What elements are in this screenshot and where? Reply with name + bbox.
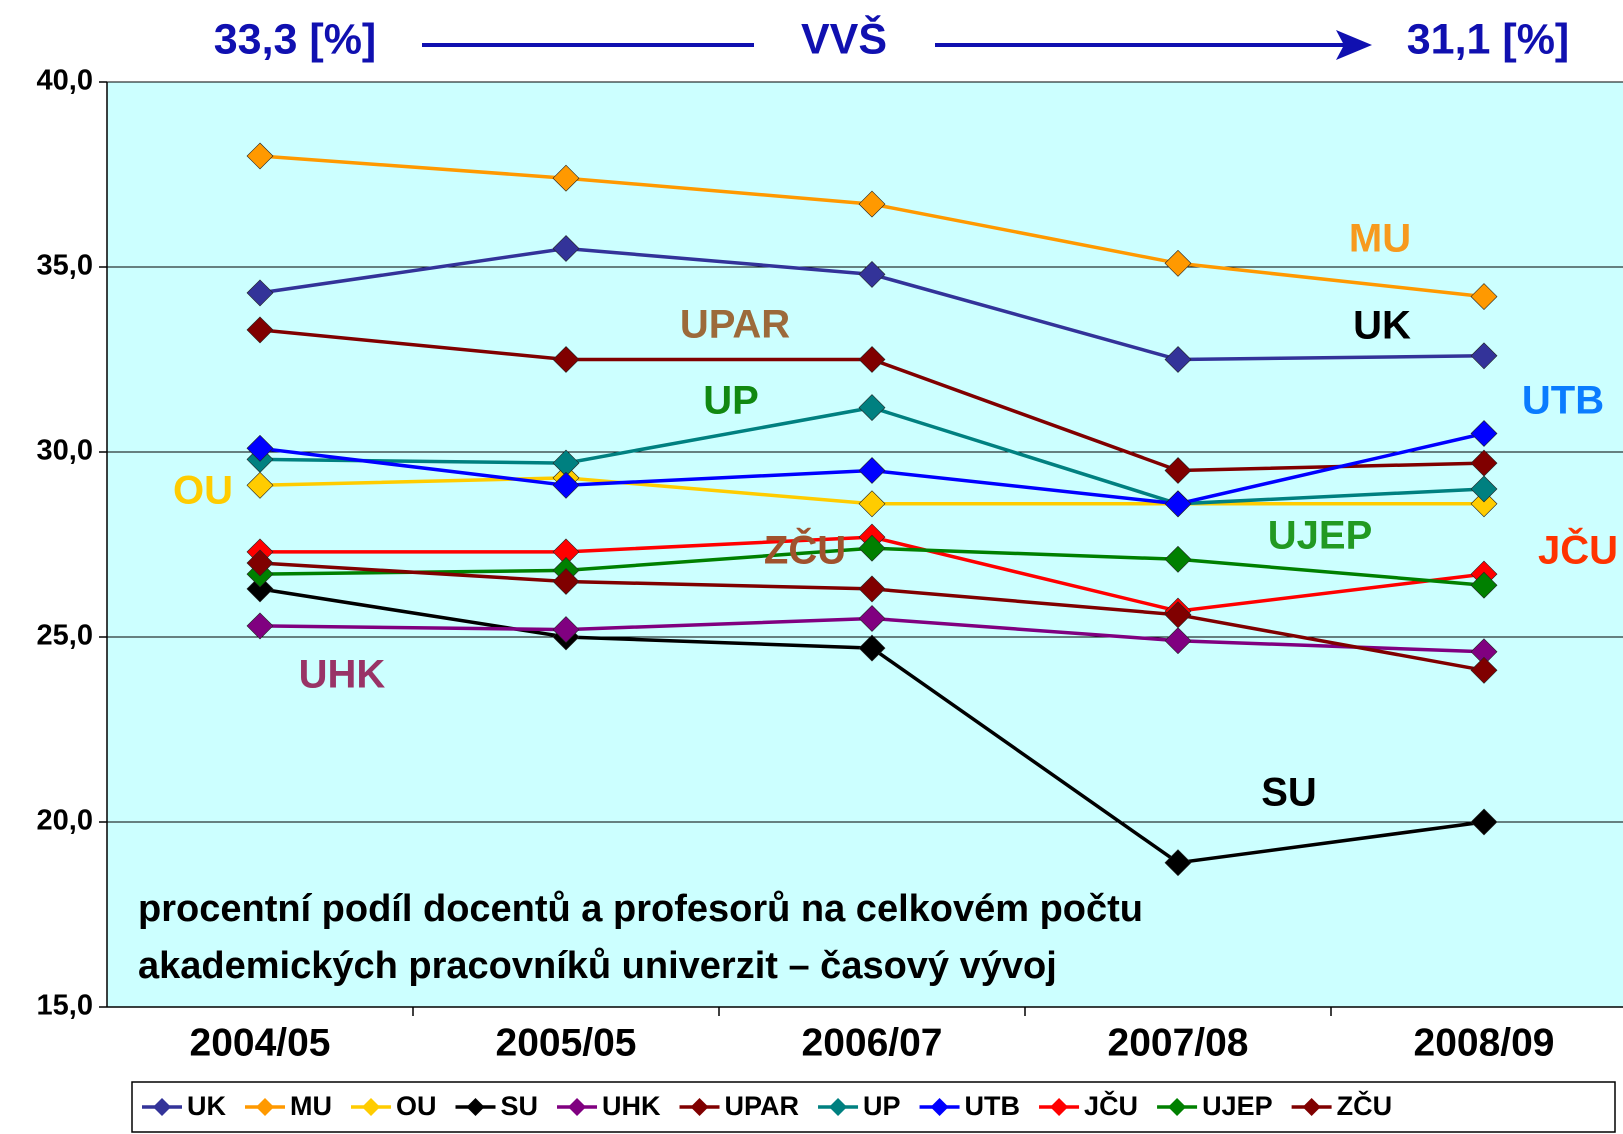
marker: [246, 612, 274, 640]
legend-marker: [829, 1098, 848, 1116]
series-annotation: UHK: [299, 653, 386, 697]
marker: [1164, 601, 1192, 629]
series-annotation: UTB: [1522, 379, 1604, 423]
y-tick-label: 30,0: [37, 435, 93, 467]
legend-marker: [568, 1098, 587, 1116]
marker: [1164, 627, 1192, 655]
series-annotation: UK: [1353, 304, 1411, 348]
marker: [1164, 849, 1192, 877]
marker: [1164, 545, 1192, 573]
legend-marker: [1050, 1098, 1069, 1116]
legend-label: MU: [290, 1091, 332, 1121]
legend-marker: [690, 1098, 709, 1116]
marker: [858, 490, 886, 518]
legend-marker: [362, 1098, 380, 1116]
header-center: VVŠ: [801, 14, 887, 63]
series-annotation: SU: [1261, 771, 1317, 815]
series-annotation: MU: [1349, 217, 1411, 261]
series-annotation: UJEP: [1268, 514, 1373, 558]
x-tick-label: 2004/05: [190, 1021, 331, 1064]
marker: [246, 434, 274, 462]
series-annotation: JČU: [1538, 527, 1618, 573]
legend-marker: [1168, 1098, 1187, 1116]
legend-marker: [930, 1098, 949, 1116]
series-annotation: UPAR: [680, 303, 790, 347]
marker: [246, 549, 274, 577]
marker: [1470, 490, 1498, 518]
marker: [1470, 475, 1498, 503]
x-tick-label: 2008/09: [1414, 1021, 1555, 1064]
marker: [552, 235, 580, 262]
marker: [1164, 249, 1192, 277]
legend-label: JČU: [1084, 1090, 1138, 1121]
subtitle: procentní podíl docentů a profesorů na c…: [138, 888, 1143, 930]
series-annotation: ZČU: [764, 527, 846, 573]
series-annotation: OU: [173, 469, 233, 513]
y-tick-label: 25,0: [37, 620, 93, 652]
marker: [1470, 420, 1498, 447]
marker: [552, 471, 580, 499]
header-arrowhead: [1336, 30, 1372, 60]
x-tick-label: 2005/05: [496, 1021, 637, 1064]
x-tick-label: 2007/08: [1108, 1021, 1249, 1064]
marker: [1470, 571, 1498, 599]
y-tick-label: 15,0: [37, 990, 93, 1022]
marker: [1164, 457, 1192, 484]
legend-label: UJEP: [1202, 1091, 1273, 1121]
marker: [552, 164, 580, 192]
legend-label: UPAR: [725, 1091, 800, 1121]
marker: [246, 279, 274, 307]
legend-marker: [153, 1098, 171, 1116]
marker: [858, 634, 886, 662]
marker: [1470, 342, 1498, 370]
marker: [858, 394, 886, 422]
marker: [858, 457, 886, 484]
legend-label: UP: [863, 1091, 901, 1121]
marker: [858, 534, 886, 562]
legend-marker: [466, 1098, 485, 1116]
series-annotation: UP: [703, 379, 759, 423]
legend-label: UK: [187, 1091, 226, 1121]
header-right: 31,1 [%]: [1407, 15, 1570, 63]
legend: UK MU OU SU UHK UPAR UP UTB JČU UJEP ZČU: [131, 1081, 1616, 1133]
marker: [1470, 656, 1498, 684]
marker: [246, 471, 274, 499]
legend-label: UHK: [602, 1091, 661, 1121]
y-tick-label: 40,0: [37, 65, 93, 97]
legend-label: OU: [396, 1091, 437, 1121]
marker: [858, 575, 886, 603]
marker: [1470, 283, 1498, 311]
legend-marker: [1302, 1098, 1321, 1116]
marker: [246, 142, 274, 170]
marker: [552, 346, 580, 373]
marker: [1164, 346, 1192, 373]
marker: [1470, 808, 1498, 836]
marker: [246, 316, 274, 344]
legend-marker: [256, 1098, 274, 1116]
marker: [246, 575, 274, 603]
marker: [858, 260, 886, 288]
x-tick-label: 2006/07: [802, 1021, 943, 1064]
marker: [552, 616, 580, 644]
legend-label: UTB: [965, 1091, 1021, 1121]
marker: [858, 605, 886, 632]
legend-label: ZČU: [1337, 1090, 1393, 1121]
legend-label: SU: [501, 1091, 539, 1121]
marker: [858, 346, 886, 373]
header-left: 33,3 [%]: [214, 15, 377, 63]
marker: [1164, 490, 1192, 518]
y-tick-label: 35,0: [37, 250, 93, 282]
marker: [552, 568, 580, 595]
subtitle: akademických pracovníků univerzit – časo…: [138, 945, 1057, 987]
y-tick-label: 20,0: [37, 805, 93, 837]
marker: [858, 190, 886, 218]
